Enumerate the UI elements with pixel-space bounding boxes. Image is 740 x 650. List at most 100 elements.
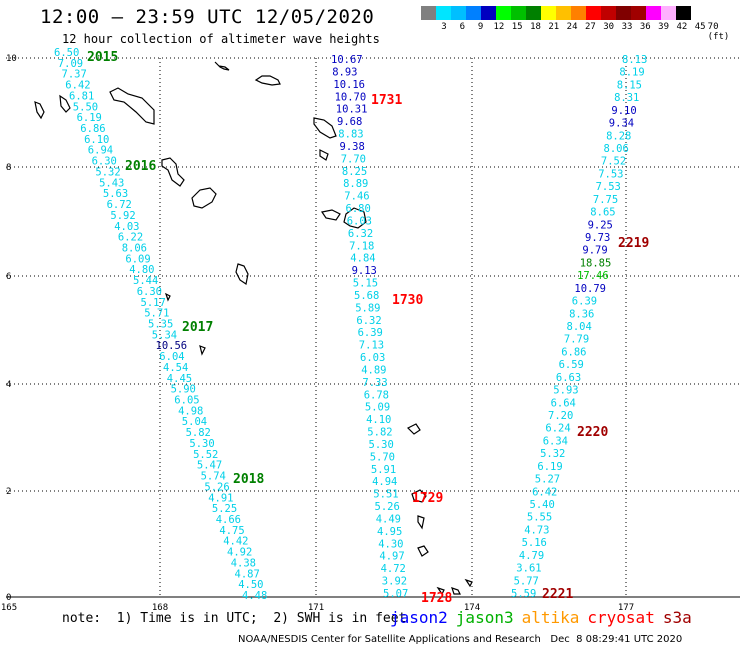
wave-height-label: 4.87 (235, 568, 260, 580)
wave-height-label: 6.63 (556, 372, 581, 384)
wave-height-label: 4.30 (378, 538, 403, 550)
color-swatch (601, 6, 616, 20)
wave-height-label: 6.39 (358, 327, 383, 339)
pass-time-label: 2220 (577, 425, 608, 440)
y-tick-label: 6 (6, 272, 11, 282)
wave-height-label: 5.47 (197, 460, 222, 472)
color-swatch (556, 6, 571, 20)
wave-height-label: 5.40 (530, 499, 555, 511)
wave-height-label: 5.35 (148, 319, 173, 331)
color-scale-label: 30 (603, 22, 615, 32)
legend-item-jason2: jason2 (390, 608, 448, 627)
wave-height-label: 5.82 (186, 427, 211, 439)
time-labels: 2015 2016 2017 2018 1731 1730 1729 1728 2219 2220… (87, 50, 649, 606)
wave-height-label: 5.07 (383, 588, 408, 600)
wave-height-label: 5.77 (514, 575, 539, 587)
wave-height-label: 6.86 (80, 123, 105, 135)
wave-height-label: 5.63 (103, 188, 128, 200)
island (235, 263, 249, 285)
wave-height-label: 8.13 (622, 54, 647, 66)
wave-height-label: 7.33 (362, 377, 387, 389)
wave-height-label: 3.61 (516, 563, 541, 575)
wave-height-label: 5.89 (355, 302, 380, 314)
color-swatch (526, 6, 541, 20)
wave-height-label: 5.27 (535, 474, 560, 486)
island (321, 209, 341, 221)
color-scale-label: 12 (493, 22, 505, 32)
x-tick-label: 165 (1, 603, 17, 613)
wave-height-label: 6.09 (125, 253, 150, 265)
wave-height-label: 5.32 (95, 167, 120, 179)
wave-height-label: 6.39 (572, 296, 597, 308)
color-swatch (541, 6, 556, 20)
wave-height-label: 4.98 (178, 405, 203, 417)
wave-height-label: 5.34 (152, 329, 177, 341)
wave-height-label: 5.04 (182, 416, 207, 428)
wave-height-label: 6.30 (137, 286, 162, 298)
color-swatch (616, 6, 631, 20)
wave-height-label: 5.92 (110, 210, 135, 222)
color-scale-label: 45 (694, 22, 706, 32)
wave-height-label: 6.10 (84, 134, 109, 146)
island (254, 75, 281, 86)
wave-height-label: 4.80 (129, 264, 154, 276)
wave-height-label: 4.10 (366, 414, 391, 426)
wave-height-label: 6.59 (559, 359, 584, 371)
pass-time-label: 1730 (392, 293, 423, 308)
legend-item-altika: altika (521, 608, 580, 627)
map-title: 12:00 – 23:59 UTC 12/05/2020 (40, 6, 375, 28)
wave-height-label: 6.03 (360, 352, 385, 364)
color-scale-label: 39 (658, 22, 670, 32)
color-swatch (661, 6, 676, 20)
color-scale-label: 33 (621, 22, 633, 32)
wave-height-label: 7.53 (598, 168, 623, 180)
wave-height-label: 8.28 (606, 130, 631, 142)
wave-height-label: 4.73 (524, 524, 549, 536)
color-scale-label: 21 (548, 22, 560, 32)
wave-height-label: 4.75 (219, 525, 244, 537)
color-swatch (481, 6, 496, 20)
wave-height-label: 4.94 (372, 476, 397, 488)
island (436, 586, 445, 596)
y-tick-label: 10 (6, 54, 17, 64)
wave-height-label: 6.05 (174, 395, 199, 407)
wave-height-label: 7.79 (564, 334, 589, 346)
wave-height-label: 6.72 (107, 199, 132, 211)
legend-item-s3a: s3a (662, 608, 692, 627)
color-swatch (496, 6, 511, 20)
wave-height-label: 6.19 (77, 112, 102, 124)
wave-height-label: 5.09 (365, 402, 390, 414)
wave-height-label: 4.84 (350, 253, 375, 265)
pass-time-label: 2221 (542, 587, 573, 602)
wave-height-label: 7.53 (596, 181, 621, 193)
wave-height-label: 8.15 (617, 79, 642, 91)
color-scale-label: 70 (ft) (707, 22, 730, 42)
wave-height-label: 4.92 (227, 547, 252, 559)
wave-height-label: 10.56 (156, 340, 188, 352)
island (319, 149, 329, 161)
y-tick-label: 0 (6, 593, 11, 603)
wave-height-label: 5.44 (133, 275, 158, 287)
wave-height-label: 6.34 (543, 435, 568, 447)
map-subtitle: 12 hour collection of altimeter wave hei… (62, 32, 380, 46)
wave-height-label: 5.32 (540, 448, 565, 460)
y-tick-label: 8 (6, 163, 11, 173)
wave-height-label: 8.93 (332, 66, 357, 78)
wave-height-label: 4.95 (377, 526, 402, 538)
wave-height-label: 4.48 (242, 590, 267, 602)
wave-height-label: 4.03 (114, 221, 139, 233)
wave-height-label: 9.25 (588, 219, 613, 231)
color-scale-label: 15 (511, 22, 523, 32)
wave-height-label: 5.15 (353, 278, 378, 290)
color-scale-label: 3 (441, 22, 447, 32)
pass-time-label: 2016 (125, 159, 156, 174)
island (214, 61, 230, 71)
wave-height-label: 8.83 (338, 129, 363, 141)
wave-height-label: 6.94 (88, 145, 113, 157)
wave-height-label: 9.73 (585, 232, 610, 244)
color-scale-label: 6 (459, 22, 466, 32)
wave-height-label: 6.42 (532, 486, 557, 498)
wave-height-label: 9.68 (337, 116, 362, 128)
pass-time-label: 2219 (618, 236, 649, 251)
wave-height-label: 6.64 (551, 397, 576, 409)
